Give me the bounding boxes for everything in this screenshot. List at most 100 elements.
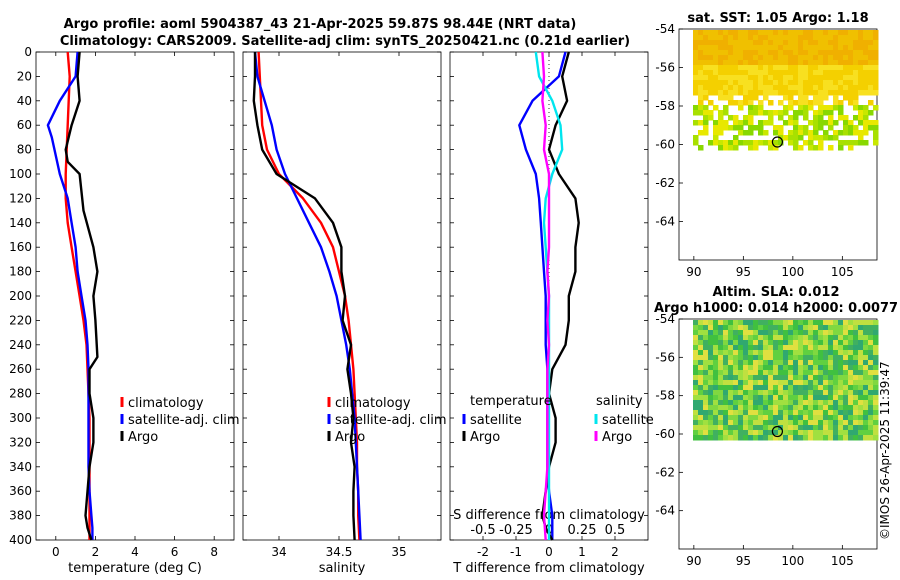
sla-field-cell xyxy=(843,355,849,361)
sst-field-cell xyxy=(768,35,774,41)
sst-field-cell xyxy=(803,115,809,121)
sla-field-cell xyxy=(873,375,879,381)
sla-field-cell xyxy=(718,420,724,426)
sla-field-cell xyxy=(718,375,724,381)
sst-field-cell xyxy=(698,30,704,36)
sla-field-cell xyxy=(793,435,799,441)
depth-tick-label: 80 xyxy=(17,143,32,157)
sla-field-cell xyxy=(728,385,734,391)
sla-field-cell xyxy=(783,365,789,371)
sst-field-cell xyxy=(818,30,824,36)
sst-field-cell xyxy=(808,145,814,151)
sst-field-cell xyxy=(813,145,819,151)
sla-field-cell xyxy=(703,395,709,401)
sla-field-cell xyxy=(843,395,849,401)
sla-field-cell xyxy=(698,355,704,361)
sla-field-cell xyxy=(753,350,759,356)
sla-field-cell xyxy=(793,390,799,396)
sla-field-cell xyxy=(713,435,719,441)
sst-field-cell xyxy=(713,55,719,61)
sla-field-cell xyxy=(813,400,819,406)
sla-field-cell xyxy=(718,390,724,396)
sla-field-cell xyxy=(753,435,759,441)
difference-xtick-label: -1 xyxy=(510,545,522,559)
sla-field-cell xyxy=(718,345,724,351)
sla-field-cell xyxy=(783,400,789,406)
sst-field-cell xyxy=(748,45,754,51)
sst-field-cell xyxy=(838,60,844,66)
sla-field-cell xyxy=(868,355,874,361)
sla-field-cell xyxy=(813,415,819,421)
sla-field-cell xyxy=(713,320,719,326)
sla-field-cell xyxy=(843,410,849,416)
sla-field-cell xyxy=(733,415,739,421)
sst-field-cell xyxy=(703,70,709,76)
sla-field-cell xyxy=(868,335,874,341)
sla-field-cell xyxy=(698,410,704,416)
sla-field-cell xyxy=(728,405,734,411)
sla-field-cell xyxy=(843,380,849,386)
sla-field-cell xyxy=(748,425,754,431)
sst-field-cell xyxy=(868,65,874,71)
sla-field-cell xyxy=(743,360,749,366)
sla-field-cell xyxy=(858,430,864,436)
sst-field-cell xyxy=(843,125,849,131)
sla-field-cell xyxy=(838,385,844,391)
sst-field-cell xyxy=(813,110,819,116)
legend-entry: Argo xyxy=(602,430,632,445)
sla-field-cell xyxy=(853,360,859,366)
sst-field-cell xyxy=(693,55,699,61)
sla-field-cell xyxy=(738,335,744,341)
sst-field-cell xyxy=(798,125,804,131)
sst-field-cell xyxy=(868,90,874,96)
sla-field-cell xyxy=(803,345,809,351)
sla-color-field xyxy=(693,320,879,441)
sst-field-cell xyxy=(823,105,829,111)
sla-field-cell xyxy=(758,370,764,376)
sst-field-cell xyxy=(813,70,819,76)
sla-field-cell xyxy=(733,395,739,401)
sst-field-cell xyxy=(733,90,739,96)
sst-field-cell xyxy=(708,40,714,46)
sst-field-cell xyxy=(738,105,744,111)
sla-field-cell xyxy=(713,360,719,366)
sst-field-cell xyxy=(798,75,804,81)
sst-field-cell xyxy=(723,70,729,76)
sst-field-cell xyxy=(868,30,874,36)
sla-field-cell xyxy=(693,340,699,346)
sla-field-cell xyxy=(863,370,869,376)
sla-field-cell xyxy=(738,380,744,386)
sla-field-cell xyxy=(758,415,764,421)
sla-field-cell xyxy=(783,405,789,411)
sla-field-cell xyxy=(848,330,854,336)
sla-field-cell xyxy=(753,405,759,411)
sla-field-cell xyxy=(698,425,704,431)
sst-field-cell xyxy=(843,60,849,66)
sst-field-cell xyxy=(833,80,839,86)
sla-field-cell xyxy=(773,425,779,431)
sst-field-cell xyxy=(723,90,729,96)
sla-field-cell xyxy=(873,325,879,331)
sst-field-cell xyxy=(713,120,719,126)
sla-field-cell xyxy=(783,385,789,391)
sla-argo-location-marker xyxy=(771,425,784,438)
sst-field-cell xyxy=(723,45,729,51)
sst-field-cell xyxy=(873,30,879,36)
sla-field-cell xyxy=(768,415,774,421)
sst-field-cell xyxy=(748,95,754,101)
sst-field-cell xyxy=(798,70,804,76)
sla-field-cell xyxy=(833,355,839,361)
sla-field-cell xyxy=(798,345,804,351)
sst-field-cell xyxy=(838,140,844,146)
sst-color-field xyxy=(693,30,879,151)
sla-field-cell xyxy=(768,420,774,426)
sst-ytick-label: -60 xyxy=(655,138,675,152)
sla-field-cell xyxy=(788,320,794,326)
sst-field-cell xyxy=(853,35,859,41)
sst-field-cell xyxy=(778,75,784,81)
sst-field-cell xyxy=(713,135,719,141)
sst-field-cell xyxy=(763,45,769,51)
sla-field-cell xyxy=(853,410,859,416)
sla-field-cell xyxy=(758,430,764,436)
sla-field-cell xyxy=(743,330,749,336)
